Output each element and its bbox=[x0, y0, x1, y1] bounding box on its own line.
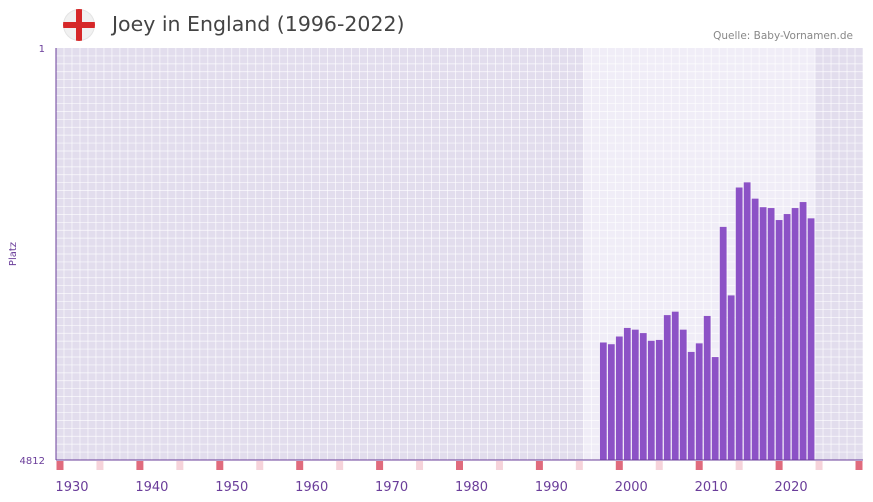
year-marker-1983 bbox=[495, 461, 503, 470]
year-marker-1998 bbox=[615, 461, 623, 470]
year-marker-2003 bbox=[655, 461, 663, 470]
year-marker-1933 bbox=[96, 461, 104, 470]
year-marker-2008 bbox=[695, 461, 703, 470]
bar-2012[interactable] bbox=[727, 295, 735, 460]
x-tick-label-1960: 1960 bbox=[295, 480, 328, 495]
x-tick-label-1940: 1940 bbox=[135, 480, 168, 495]
bar-2021[interactable] bbox=[799, 202, 807, 461]
chart-header: Joey in England (1996-2022) Quelle: Baby… bbox=[0, 0, 873, 48]
y-axis-labels: 1 4812 Platz bbox=[8, 44, 45, 467]
y-tick-label-top: 1 bbox=[39, 44, 45, 55]
bar-2004[interactable] bbox=[663, 315, 671, 460]
bar-2003[interactable] bbox=[655, 339, 663, 460]
x-tick-label-2020: 2020 bbox=[775, 480, 808, 495]
england-flag-icon bbox=[63, 9, 95, 41]
x-tick-label-2000: 2000 bbox=[615, 480, 648, 495]
year-marker-1928 bbox=[56, 461, 64, 470]
bar-series bbox=[599, 182, 815, 461]
bar-2002[interactable] bbox=[647, 340, 655, 460]
bar-2014[interactable] bbox=[743, 182, 751, 461]
year-marker-1948 bbox=[216, 461, 224, 470]
bar-2017[interactable] bbox=[767, 208, 775, 460]
chart-title: Joey in England (1996-2022) bbox=[112, 12, 405, 36]
x-tick-label-1970: 1970 bbox=[375, 480, 408, 495]
year-markers bbox=[56, 461, 863, 470]
year-marker-1968 bbox=[376, 461, 384, 470]
bar-2000[interactable] bbox=[631, 329, 639, 460]
year-marker-1953 bbox=[256, 461, 264, 470]
year-marker-2023 bbox=[815, 461, 823, 470]
bar-2007[interactable] bbox=[687, 351, 695, 460]
year-marker-1993 bbox=[575, 461, 583, 470]
x-tick-label-2010: 2010 bbox=[695, 480, 728, 495]
year-marker-1978 bbox=[456, 461, 463, 470]
x-tick-label-1980: 1980 bbox=[455, 480, 488, 495]
x-tick-label-1990: 1990 bbox=[535, 480, 568, 495]
x-axis-labels: 1930 1940 1950 1960 1970 1980 1990 2000 2010 2020 bbox=[55, 480, 807, 495]
bar-2010[interactable] bbox=[711, 357, 719, 460]
bar-2011[interactable] bbox=[719, 226, 727, 460]
x-tick-label-1950: 1950 bbox=[215, 480, 248, 495]
year-marker-2028 bbox=[855, 461, 863, 470]
bar-2008[interactable] bbox=[695, 343, 703, 460]
bar-2015[interactable] bbox=[751, 198, 759, 460]
bar-2013[interactable] bbox=[735, 187, 743, 460]
bar-2006[interactable] bbox=[679, 329, 687, 460]
year-marker-1973 bbox=[416, 461, 424, 470]
bar-2020[interactable] bbox=[791, 208, 799, 460]
y-tick-label-bottom: 4812 bbox=[20, 456, 45, 467]
year-marker-1938 bbox=[136, 461, 144, 470]
year-marker-1963 bbox=[336, 461, 344, 470]
bar-1998[interactable] bbox=[615, 336, 623, 460]
bar-1996[interactable] bbox=[599, 342, 607, 460]
bar-2001[interactable] bbox=[639, 333, 647, 460]
bar-2009[interactable] bbox=[703, 315, 711, 460]
bar-2018[interactable] bbox=[775, 220, 783, 460]
bar-2016[interactable] bbox=[759, 207, 767, 460]
x-tick-label-1930: 1930 bbox=[55, 480, 88, 495]
year-marker-2013 bbox=[735, 461, 743, 470]
bar-1997[interactable] bbox=[607, 344, 615, 460]
year-marker-1958 bbox=[296, 461, 304, 470]
year-marker-2018 bbox=[775, 461, 783, 470]
year-marker-1943 bbox=[176, 461, 184, 470]
year-marker-1988 bbox=[535, 461, 543, 470]
y-axis-title: Platz bbox=[8, 242, 19, 266]
bar-1999[interactable] bbox=[623, 327, 631, 460]
bar-2022[interactable] bbox=[807, 218, 815, 460]
bar-2005[interactable] bbox=[671, 311, 679, 460]
bar-2019[interactable] bbox=[783, 214, 791, 460]
grid-lines bbox=[55, 48, 864, 460]
source-credit: Quelle: Baby-Vornamen.de bbox=[713, 30, 853, 42]
axes bbox=[55, 48, 863, 461]
